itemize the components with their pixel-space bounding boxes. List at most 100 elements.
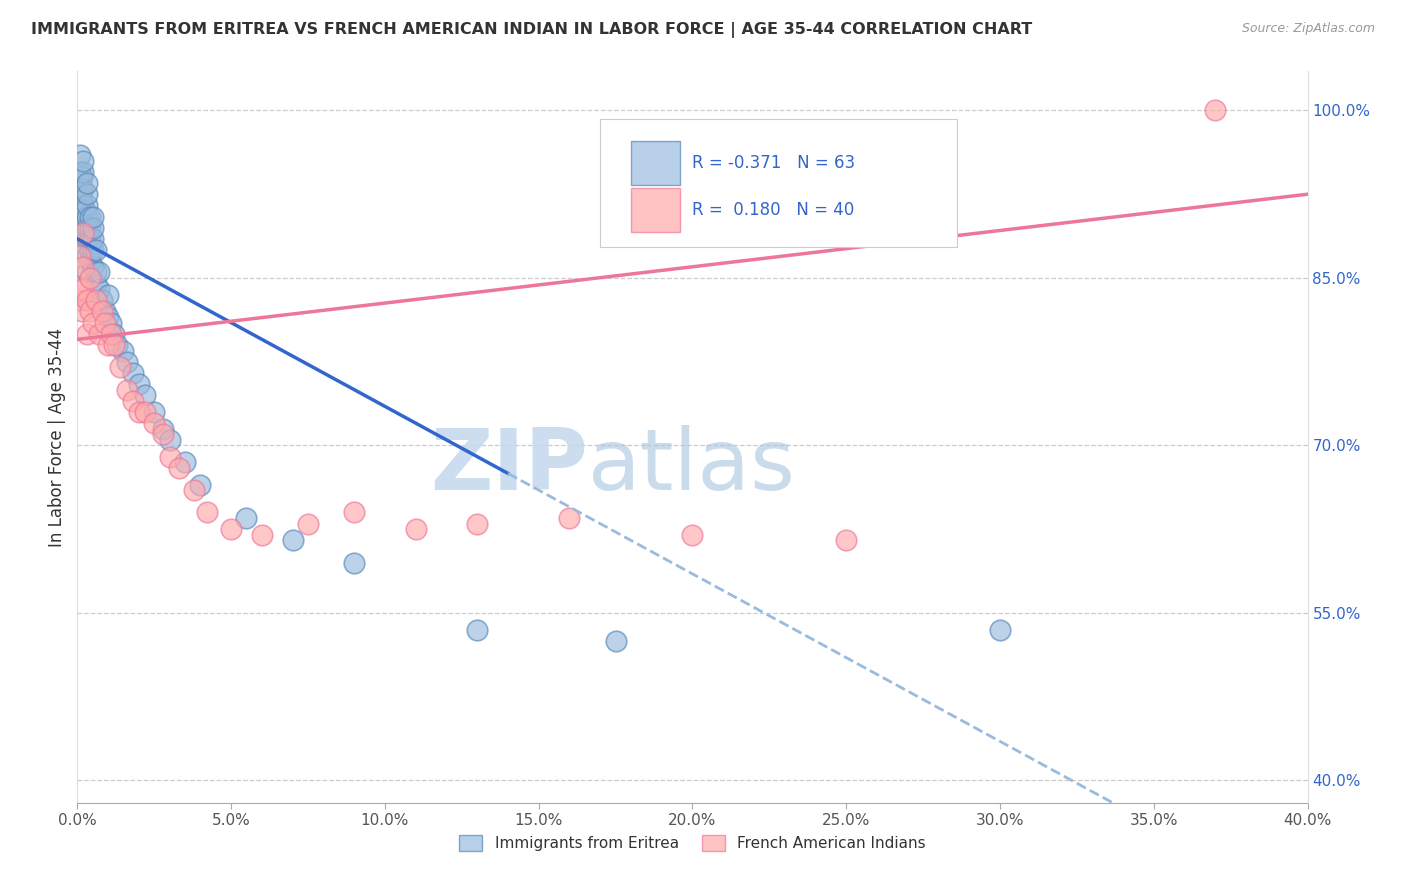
Point bbox=[97, 310, 120, 324]
Point bbox=[281, 533, 304, 548]
Point bbox=[76, 249, 98, 263]
Point bbox=[94, 304, 117, 318]
Point bbox=[72, 215, 94, 229]
Point bbox=[70, 170, 93, 185]
Point bbox=[79, 232, 101, 246]
Point bbox=[143, 416, 166, 430]
Point bbox=[70, 304, 93, 318]
Point bbox=[76, 198, 98, 212]
Point bbox=[405, 522, 427, 536]
Point bbox=[100, 326, 122, 341]
Point bbox=[76, 265, 98, 279]
Point bbox=[835, 533, 858, 548]
Point bbox=[343, 506, 366, 520]
Point bbox=[152, 427, 174, 442]
Point bbox=[73, 227, 96, 241]
Point bbox=[159, 433, 181, 447]
Point bbox=[112, 343, 135, 358]
Point bbox=[174, 455, 197, 469]
Point bbox=[90, 293, 114, 308]
Point bbox=[79, 254, 101, 268]
Point bbox=[343, 556, 366, 570]
Point bbox=[76, 220, 98, 235]
Point bbox=[558, 511, 581, 525]
Point bbox=[152, 422, 174, 436]
Text: IMMIGRANTS FROM ERITREA VS FRENCH AMERICAN INDIAN IN LABOR FORCE | AGE 35-44 COR: IMMIGRANTS FROM ERITREA VS FRENCH AMERIC… bbox=[31, 22, 1032, 38]
Text: R = -0.371   N = 63: R = -0.371 N = 63 bbox=[693, 153, 856, 172]
Point bbox=[115, 383, 138, 397]
Text: atlas: atlas bbox=[588, 425, 796, 508]
Point bbox=[103, 338, 125, 352]
Point bbox=[72, 181, 94, 195]
Point bbox=[105, 338, 128, 352]
Point bbox=[465, 623, 488, 637]
Point bbox=[69, 165, 91, 179]
Point bbox=[682, 528, 704, 542]
Point bbox=[188, 477, 212, 491]
FancyBboxPatch shape bbox=[631, 188, 681, 232]
Point bbox=[79, 220, 101, 235]
Point bbox=[87, 265, 110, 279]
Point bbox=[605, 633, 627, 648]
Point bbox=[69, 148, 91, 162]
Point bbox=[76, 176, 98, 190]
Point bbox=[82, 232, 104, 246]
Point bbox=[69, 282, 91, 296]
Point bbox=[82, 220, 104, 235]
Point bbox=[79, 304, 101, 318]
Point bbox=[76, 187, 98, 202]
Point bbox=[73, 203, 96, 218]
Point bbox=[94, 316, 117, 330]
Point bbox=[82, 210, 104, 224]
Point bbox=[72, 153, 94, 168]
Point bbox=[159, 450, 181, 464]
Point bbox=[82, 316, 104, 330]
Point bbox=[219, 522, 242, 536]
Point bbox=[70, 181, 93, 195]
FancyBboxPatch shape bbox=[631, 141, 681, 185]
Point bbox=[167, 460, 190, 475]
Point bbox=[134, 388, 156, 402]
Point bbox=[115, 354, 138, 368]
Point bbox=[87, 282, 110, 296]
Point bbox=[103, 326, 125, 341]
Point bbox=[84, 265, 107, 279]
Point bbox=[82, 243, 104, 257]
Point bbox=[70, 193, 93, 207]
Point bbox=[195, 506, 218, 520]
Point bbox=[72, 237, 94, 252]
Point bbox=[235, 511, 257, 525]
Point bbox=[72, 260, 94, 274]
Point bbox=[128, 377, 150, 392]
Point bbox=[97, 287, 120, 301]
Point bbox=[67, 210, 90, 224]
Point bbox=[121, 366, 143, 380]
Point bbox=[87, 326, 110, 341]
Point bbox=[100, 316, 122, 330]
Point bbox=[465, 516, 488, 531]
Point bbox=[121, 393, 143, 408]
Point bbox=[69, 249, 91, 263]
Text: ZIP: ZIP bbox=[430, 425, 588, 508]
Point bbox=[90, 304, 114, 318]
Point bbox=[988, 623, 1011, 637]
Point bbox=[79, 243, 101, 257]
Point bbox=[134, 405, 156, 419]
Point bbox=[69, 198, 91, 212]
Point bbox=[72, 165, 94, 179]
Point bbox=[76, 293, 98, 308]
Point bbox=[70, 215, 93, 229]
Point bbox=[183, 483, 205, 497]
Point bbox=[84, 243, 107, 257]
Point bbox=[76, 326, 98, 341]
Point bbox=[72, 282, 94, 296]
FancyBboxPatch shape bbox=[600, 119, 957, 247]
Point bbox=[84, 277, 107, 291]
Text: Source: ZipAtlas.com: Source: ZipAtlas.com bbox=[1241, 22, 1375, 36]
Point bbox=[84, 293, 107, 308]
Point bbox=[72, 198, 94, 212]
Point bbox=[82, 260, 104, 274]
Point bbox=[76, 232, 98, 246]
Y-axis label: In Labor Force | Age 35-44: In Labor Force | Age 35-44 bbox=[48, 327, 66, 547]
Point bbox=[110, 360, 132, 375]
